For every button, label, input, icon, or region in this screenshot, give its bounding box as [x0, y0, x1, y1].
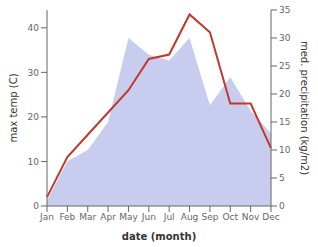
- svg-text:med. precipitation (kg/m2): med. precipitation (kg/m2): [299, 41, 310, 175]
- svg-text:5: 5: [279, 173, 285, 183]
- svg-text:40: 40: [28, 23, 40, 33]
- svg-text:20: 20: [279, 89, 291, 99]
- svg-text:15: 15: [279, 117, 290, 127]
- svg-text:30: 30: [28, 68, 40, 78]
- svg-text:Nov: Nov: [242, 212, 260, 222]
- svg-text:35: 35: [279, 5, 290, 15]
- svg-text:Jan: Jan: [39, 212, 54, 222]
- svg-text:Jul: Jul: [163, 212, 175, 222]
- svg-text:30: 30: [279, 33, 291, 43]
- svg-text:max temp (C): max temp (C): [8, 73, 19, 142]
- svg-text:May: May: [119, 212, 138, 222]
- svg-text:Feb: Feb: [59, 212, 75, 222]
- svg-text:Oct: Oct: [222, 212, 238, 222]
- svg-text:Aug: Aug: [181, 212, 199, 222]
- svg-text:Sep: Sep: [201, 212, 218, 222]
- svg-text:Jun: Jun: [141, 212, 156, 222]
- svg-text:Mar: Mar: [79, 212, 96, 222]
- svg-text:10: 10: [279, 145, 291, 155]
- svg-text:Dec: Dec: [262, 212, 279, 222]
- svg-text:0: 0: [33, 201, 39, 211]
- svg-text:20: 20: [28, 112, 40, 122]
- svg-text:10: 10: [28, 157, 40, 167]
- svg-text:Apr: Apr: [100, 212, 116, 222]
- svg-text:25: 25: [279, 61, 290, 71]
- svg-text:0: 0: [279, 201, 285, 211]
- svg-text:date (month): date (month): [122, 231, 196, 242]
